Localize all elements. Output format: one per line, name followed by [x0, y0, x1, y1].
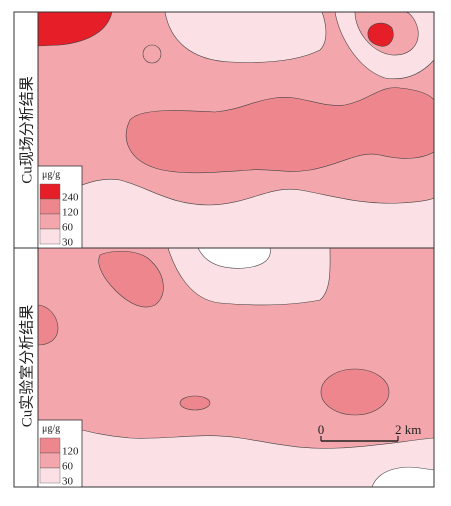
legend: μg/g 120 60 30: [37, 419, 83, 488]
legend-label: 240: [62, 192, 79, 204]
top-map: [38, 12, 434, 248]
legend-label: 30: [62, 476, 74, 488]
legend-swatch: [39, 437, 61, 454]
legend-swatch: [39, 183, 61, 200]
legend-swatch: [39, 452, 61, 469]
scale-start: 0: [318, 422, 325, 437]
legend-unit: μg/g: [42, 423, 60, 434]
legend-swatch: [39, 467, 61, 484]
legend-swatch: [39, 213, 61, 230]
scale-bar: 0 2 km: [318, 422, 421, 442]
legend-swatch: [39, 228, 61, 245]
legend-unit: μg/g: [42, 169, 60, 180]
legend-swatch: [39, 198, 61, 215]
legend-label: 120: [62, 207, 79, 219]
legend-label: 120: [62, 446, 79, 458]
legend-label: 30: [62, 237, 74, 249]
panel-label: Cu实验室分析结果: [18, 305, 35, 428]
scale-end: 2 km: [395, 422, 421, 437]
legend-label: 60: [62, 222, 74, 234]
bottom-map: [38, 248, 434, 487]
panel-label: Cu现场分析结果: [18, 76, 35, 184]
legend: μg/g 240 120 60 30: [37, 165, 83, 249]
legend-label: 60: [62, 461, 74, 473]
